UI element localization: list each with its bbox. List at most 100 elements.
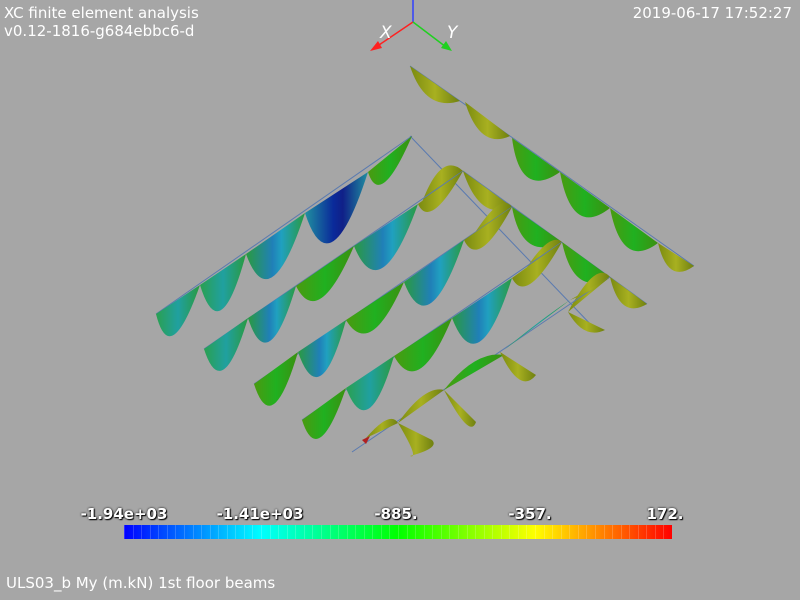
colorbar-band — [183, 525, 185, 539]
colorbar-band — [475, 525, 477, 539]
colorbar-band — [577, 525, 579, 539]
x-axis-arrow-icon — [370, 41, 382, 51]
colorbar-band — [415, 525, 417, 539]
colorbar-band — [261, 525, 262, 539]
moment-segment — [658, 243, 694, 272]
colorbar-band — [252, 525, 254, 539]
colorbar-band — [158, 525, 160, 539]
colorbar-band — [663, 525, 665, 539]
colorbar-band — [269, 525, 271, 539]
beam-row-1 — [155, 135, 413, 337]
moment-segment — [560, 172, 610, 218]
colorbar-band — [141, 525, 143, 539]
colorbar-band — [440, 525, 442, 539]
colorbar-band — [509, 525, 511, 539]
colorbar-band — [612, 525, 614, 539]
colorbar-band — [654, 525, 656, 539]
colorbar-band — [363, 525, 365, 539]
colorbar-band — [423, 525, 425, 539]
colorbar-band — [286, 525, 288, 539]
colorbar-band — [543, 525, 545, 539]
moment-segment — [500, 352, 536, 382]
colorbar-band — [175, 525, 177, 539]
moment-segment — [562, 242, 610, 283]
moment-segment — [570, 277, 610, 300]
colorbar-band — [629, 525, 631, 539]
colorbar-band — [552, 525, 554, 539]
colorbar-tick-label: -357. — [508, 505, 552, 523]
moment-segment — [398, 423, 434, 457]
axes-triad: X Y — [370, 0, 459, 51]
colorbar-band — [124, 525, 125, 539]
moment-segment — [465, 102, 510, 140]
colorbar-band — [398, 525, 399, 539]
moment-segment — [504, 300, 570, 350]
colorbar-tick-label: 172. — [646, 505, 684, 523]
colorbar-band — [372, 525, 374, 539]
colorbar-band — [132, 525, 134, 539]
moment-segment — [418, 171, 463, 212]
moment-segment — [296, 246, 354, 302]
colorbar-band — [457, 525, 459, 539]
beam-line-1 — [409, 65, 511, 140]
moment-segment — [305, 172, 368, 244]
moment-segment — [346, 282, 404, 334]
colorbar-band — [209, 525, 211, 539]
beam-line-4 — [409, 135, 610, 333]
moment-segment — [444, 390, 476, 427]
colorbar-band — [226, 525, 228, 539]
beam-row-2 — [203, 170, 464, 371]
moment-segment — [452, 278, 512, 344]
beam-line-3 — [462, 170, 648, 309]
y-axis-line — [412, 21, 447, 48]
colorbar-tick-label: -885. — [374, 505, 418, 523]
moment-segment — [200, 254, 246, 312]
version-label: v0.12-1816-g684ebbc6-d — [4, 22, 195, 40]
colorbar-band — [149, 525, 151, 539]
colorbar-band — [312, 525, 314, 539]
moment-segment — [394, 318, 452, 372]
moment-segment — [568, 312, 605, 333]
colorbar-band — [355, 525, 357, 539]
moment-segment — [248, 286, 296, 343]
moment-segment — [568, 272, 610, 312]
beam-row-4 — [301, 241, 563, 439]
support-marker — [362, 436, 370, 444]
colorbar-band — [500, 525, 502, 539]
timestamp-label: 2019-06-17 17:52:27 — [632, 4, 792, 22]
moment-segment — [156, 285, 200, 337]
colorbar-scale — [124, 525, 672, 539]
colorbar-band — [329, 525, 331, 539]
colorbar-band — [535, 525, 536, 539]
moment-segment — [254, 352, 298, 406]
moment-segment — [410, 66, 460, 104]
moment-segment — [302, 388, 346, 439]
colorbar-band — [406, 525, 408, 539]
moment-segment — [366, 418, 398, 438]
moment-segment — [512, 207, 562, 248]
moment-segment — [398, 389, 444, 423]
colorbar-band — [303, 525, 305, 539]
colorbar-band — [483, 525, 485, 539]
colorbar-band — [432, 525, 434, 539]
y-axis-arrow-icon — [441, 41, 452, 51]
colorbar-tick-label: -1.94e+03 — [80, 505, 168, 523]
moment-segment — [610, 208, 658, 252]
colorbar-band — [235, 525, 237, 539]
colorbar-band — [166, 525, 168, 539]
colorbar-band — [646, 525, 648, 539]
moment-segment — [463, 171, 512, 211]
colorbar-band — [560, 525, 562, 539]
colorbar-band — [218, 525, 220, 539]
moment-segment — [346, 356, 394, 411]
colorbar-band — [594, 525, 596, 539]
colorbar-band — [389, 525, 391, 539]
moment-segment — [444, 354, 504, 390]
x-axis-label: X — [379, 23, 392, 43]
y-axis-label: Y — [447, 23, 459, 43]
colorbar-band — [380, 525, 382, 539]
beam-row-5 — [351, 276, 611, 457]
colorbar-band — [201, 525, 203, 539]
moment-segment — [610, 277, 647, 309]
